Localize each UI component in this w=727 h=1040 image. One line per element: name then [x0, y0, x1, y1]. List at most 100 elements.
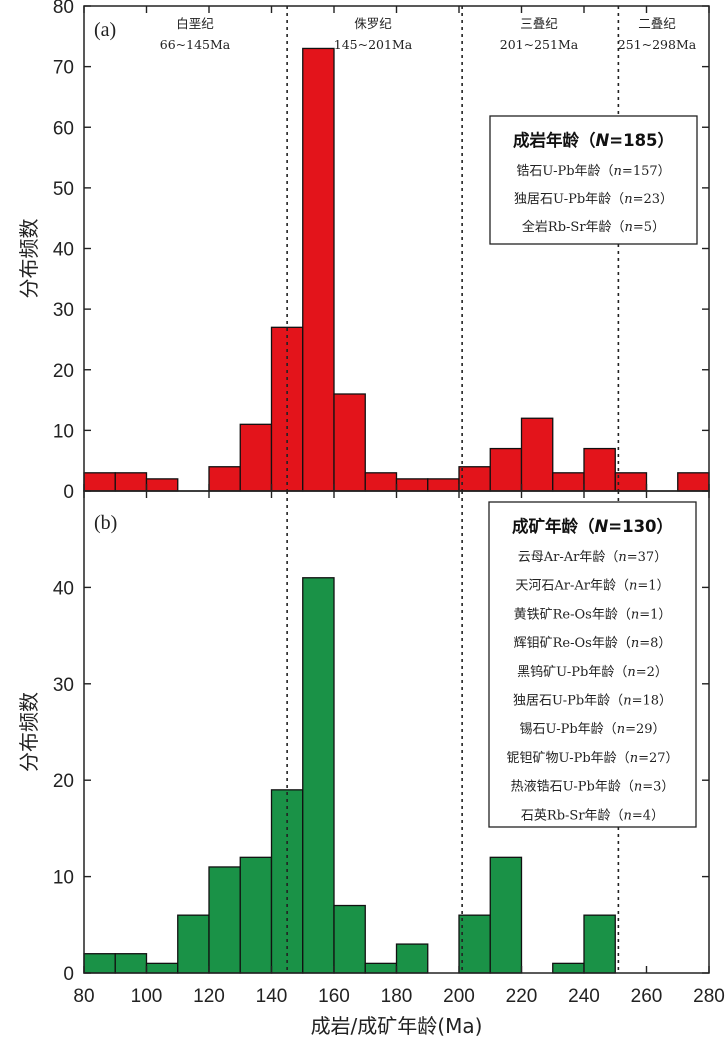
histogram-bar — [614, 472, 648, 492]
legend-item-count: =2） — [636, 665, 668, 680]
y-tick-label: 10 — [53, 421, 74, 442]
histogram-bar — [583, 914, 616, 974]
histogram-bar — [208, 866, 241, 974]
legend-item-count: =37） — [627, 550, 667, 565]
legend-item: 云母Ar-Ar年龄（n=37） — [518, 550, 667, 565]
histogram-bar — [552, 472, 585, 492]
legend-title: 成矿年龄（N=130） — [512, 516, 673, 536]
panel-label: (a) — [94, 19, 116, 41]
histogram-bar — [520, 417, 554, 492]
legend-item-name: 天河石Ar-Ar年龄（ — [515, 579, 629, 594]
period-name: 侏罗纪 — [354, 16, 392, 31]
legend-item: 黄铁矿Re-Os年龄（n=1） — [514, 607, 672, 622]
text-layer: 0 10 20 30 40 50 60 70 80 分布频数 (a) 0 10 20 30 40 分布频数 (b)… — [17, 0, 725, 1038]
legend-item-n-label: n — [617, 722, 625, 737]
histogram-bar — [427, 478, 460, 492]
x-tick-label: 120 — [193, 986, 225, 1007]
legend-item: 锡石U-Pb年龄（n=29） — [519, 722, 665, 737]
x-tick-label: 260 — [631, 986, 663, 1007]
legend-item: 热液锆石U-Pb年龄（n=3） — [511, 780, 675, 795]
legend-item-count: =8） — [639, 636, 671, 651]
legend-item-n-label: n — [634, 780, 642, 795]
x-tick-label: 240 — [568, 986, 600, 1007]
histogram-bar — [395, 943, 429, 974]
period-name: 白垩纪 — [176, 16, 214, 31]
legend-title-text: 成矿年龄（ — [512, 516, 595, 536]
y-tick-label: 0 — [63, 482, 74, 503]
legend-total-label: N — [595, 131, 609, 150]
legend-title: 成岩年龄（N=185） — [513, 130, 674, 150]
legend-item: 石英Rb-Sr年龄（n=4） — [521, 808, 664, 823]
legend-item-name: 锡石U-Pb年龄（ — [519, 722, 616, 737]
legend-item-name: 云母Ar-Ar年龄（ — [518, 550, 619, 565]
histogram-bar — [458, 466, 491, 492]
histogram-bar — [677, 472, 710, 492]
legend-item: 独居石U-Pb年龄（n=23） — [514, 192, 673, 207]
histogram-bar — [333, 393, 366, 492]
legend-item-n-label: n — [625, 220, 633, 235]
histogram-bar — [270, 789, 304, 974]
y-axis-title: 分布频数 — [17, 219, 41, 299]
legend-item-name: 独居石U-Pb年龄（ — [513, 694, 623, 709]
legend-item-name: 辉钼矿Re-Os年龄（ — [514, 636, 631, 651]
x-tick-label: 140 — [256, 986, 288, 1007]
legend-item: 铌钽矿物U-Pb年龄（n=27） — [506, 751, 678, 766]
histogram-bar — [583, 447, 616, 492]
legend-item-name: 石英Rb-Sr年龄（ — [521, 808, 624, 823]
legend-total-label: N — [594, 517, 608, 536]
legend-item: 全岩Rb-Sr年龄（n=5） — [522, 219, 665, 235]
x-tick-label: 160 — [318, 986, 350, 1007]
legend-total-value: =130） — [608, 516, 673, 536]
y-tick-label: 30 — [53, 675, 74, 696]
histogram-bar — [114, 953, 148, 974]
period-range: 145~201Ma — [334, 37, 413, 52]
legend-title-text: 成岩年龄（ — [513, 130, 596, 150]
x-tick-label: 280 — [693, 986, 725, 1007]
legend-item-n-label: n — [618, 550, 626, 565]
period-range: 251~298Ma — [618, 37, 697, 52]
histogram-bar — [208, 466, 241, 492]
period-name: 三叠纪 — [520, 16, 558, 31]
legend-item-count: =5） — [633, 220, 665, 235]
y-tick-label: 80 — [53, 0, 74, 18]
legend-item-count: =1） — [637, 579, 669, 594]
histogram-bar — [458, 914, 491, 974]
legend-item: 天河石Ar-Ar年龄（n=1） — [515, 579, 669, 594]
period-range: 201~251Ma — [500, 37, 579, 52]
y-tick-label: 60 — [53, 118, 74, 139]
legend-item-n-label: n — [624, 192, 632, 207]
legend-item-n-label: n — [630, 751, 638, 766]
histogram-bar — [489, 447, 523, 492]
histogram-bar — [114, 472, 148, 492]
period-name: 二叠纪 — [638, 16, 676, 31]
legend-item-count: =18） — [632, 694, 672, 709]
histogram-bar — [552, 962, 585, 974]
legend-item-count: =1） — [639, 607, 671, 622]
legend-item-n-label: n — [614, 164, 622, 179]
legend-box — [488, 501, 697, 828]
x-tick-label: 220 — [506, 986, 538, 1007]
y-tick-label: 70 — [53, 58, 74, 79]
y-tick-label: 0 — [63, 964, 74, 985]
legend-item-count: =23） — [633, 192, 673, 207]
y-tick-label: 30 — [53, 300, 74, 321]
legend-item-n-label: n — [627, 665, 635, 680]
y-tick-label: 50 — [53, 179, 74, 200]
histogram-bar — [145, 478, 179, 492]
legend-item: 独居石U-Pb年龄（n=18） — [513, 694, 672, 709]
histogram-bar — [395, 478, 429, 492]
period-range: 66~145Ma — [160, 37, 231, 52]
legend-item-name: 热液锆石U-Pb年龄（ — [511, 780, 634, 795]
legend-item-name: 锆石U-Pb年龄（ — [516, 164, 613, 179]
histogram-bar — [364, 472, 398, 492]
histogram-bar — [489, 856, 523, 974]
panel-label: (b) — [94, 512, 117, 534]
legend-item-name: 黄铁矿Re-Os年龄（ — [514, 607, 631, 622]
legend-item-name: 铌钽矿物U-Pb年龄（ — [506, 751, 629, 766]
x-tick-label: 100 — [131, 986, 163, 1007]
legend-item-count: =157） — [622, 164, 671, 179]
y-tick-label: 20 — [53, 361, 74, 382]
histogram-bar — [302, 577, 335, 974]
frame-layer — [83, 5, 710, 974]
